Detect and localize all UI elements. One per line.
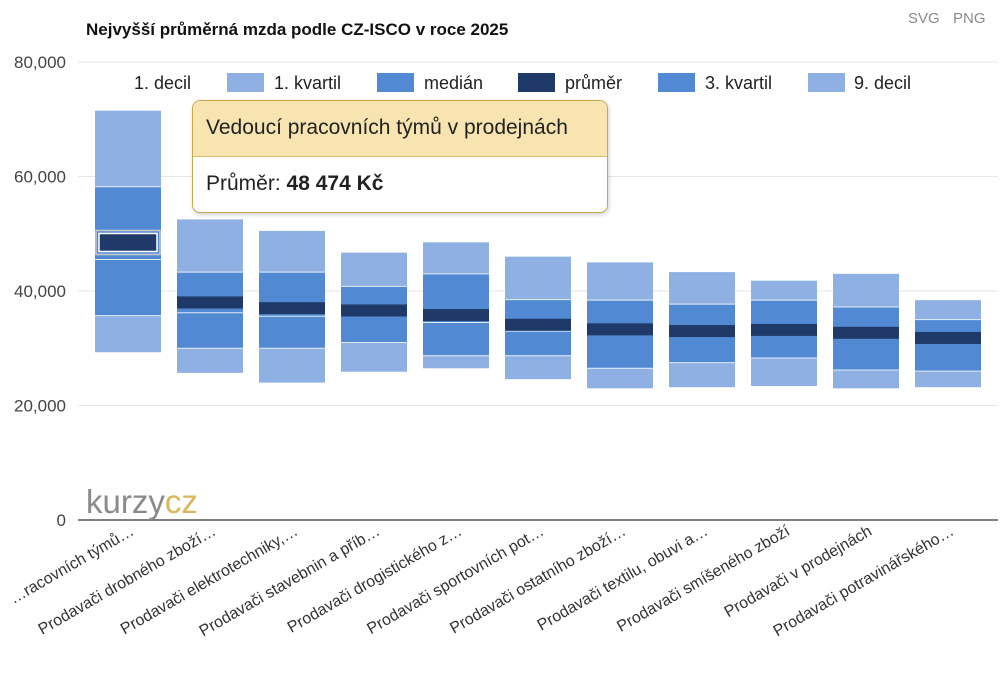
legend-swatch[interactable] [518, 73, 555, 92]
y-tick-label: 20,000 [14, 397, 66, 416]
bar-segment-upper-decile[interactable] [505, 256, 571, 300]
bar-segment-lower-quartile[interactable] [587, 333, 653, 369]
average-marker[interactable] [341, 304, 407, 317]
kurzy-logo: kurzycz [86, 483, 198, 520]
bar-segment-lower-decile[interactable] [505, 355, 571, 380]
bar-segment-lower-quartile[interactable] [423, 322, 489, 356]
tooltip-label: Průměr: [206, 172, 281, 195]
average-highlight-outline [95, 229, 161, 256]
legend-label[interactable]: průměr [565, 73, 622, 93]
bar-segment-upper-decile[interactable] [915, 300, 981, 320]
legend-item[interactable]: 1. kvartil [227, 73, 341, 93]
bar-segment-upper-decile[interactable] [423, 242, 489, 274]
average-marker[interactable] [751, 323, 817, 336]
bar-segment-lower-decile[interactable] [341, 342, 407, 372]
y-tick-label: 0 [57, 511, 66, 530]
bar-group[interactable] [669, 272, 735, 388]
bar-segment-lower-quartile[interactable] [95, 259, 161, 316]
bar-segment-upper-decile[interactable] [341, 252, 407, 287]
bar-group[interactable] [751, 280, 817, 387]
tooltip-title: Vedoucí pracovních týmů v prodejnách [193, 101, 607, 157]
bar-segment-upper-decile[interactable] [751, 280, 817, 301]
bar-segment-lower-quartile[interactable] [259, 316, 325, 349]
tooltip: Vedoucí pracovních týmů v prodejnách Prů… [192, 100, 608, 213]
bar-segment-lower-decile[interactable] [751, 357, 817, 387]
legend-swatch[interactable] [377, 73, 414, 92]
bar-segment-lower-quartile[interactable] [505, 331, 571, 356]
bar-group[interactable] [587, 262, 653, 389]
bar-group[interactable] [177, 219, 243, 373]
logo-part2: cz [165, 483, 198, 520]
tooltip-value: 48 474 Kč [286, 172, 384, 195]
export-png-link[interactable]: PNG [953, 10, 986, 27]
average-marker[interactable] [587, 323, 653, 336]
average-marker[interactable] [833, 326, 899, 339]
y-tick-label: 40,000 [14, 282, 66, 301]
legend-swatch[interactable] [227, 73, 264, 92]
export-svg-link[interactable]: SVG [908, 10, 940, 27]
bar-segment-lower-decile[interactable] [915, 371, 981, 388]
legend-label[interactable]: 1. decil [134, 73, 191, 93]
x-axis: …racovních týmů…Prodavači drobného zboží… [6, 522, 957, 640]
bar-segment-lower-decile[interactable] [177, 348, 243, 373]
average-marker[interactable] [669, 325, 735, 338]
legend-item[interactable]: průměr [518, 73, 622, 93]
bar-group[interactable] [341, 252, 407, 372]
y-axis: 0 20,000 40,000 60,000 80,000 [14, 53, 66, 530]
bar-segment-lower-quartile[interactable] [833, 336, 899, 371]
legend-item[interactable]: 3. kvartil [658, 73, 772, 93]
bar-group[interactable] [95, 110, 161, 353]
bar-group[interactable] [833, 273, 899, 389]
bar-segment-lower-quartile[interactable] [669, 332, 735, 363]
bar-segment-lower-decile[interactable] [669, 362, 735, 388]
category-label: Prodavači v prodejnách [722, 523, 875, 621]
bar-segment-upper-decile[interactable] [669, 272, 735, 305]
legend-item[interactable]: 9. decil [808, 73, 911, 93]
bar-segment-upper-decile[interactable] [177, 219, 243, 273]
chart-title: Nejvyšší průměrná mzda podle CZ-ISCO v r… [86, 20, 508, 39]
legend-label[interactable]: 1. kvartil [274, 73, 341, 93]
legend-label[interactable]: medián [424, 73, 483, 93]
legend-swatch[interactable] [658, 73, 695, 92]
legend-item[interactable]: 1. decil [134, 73, 191, 93]
bar-segment-upper-decile[interactable] [95, 110, 161, 187]
legend: 1. decil 1. kvartil medián průměr 3. kvartil… [134, 73, 911, 93]
bars [95, 110, 981, 389]
average-marker[interactable] [915, 331, 981, 344]
bar-segment-lower-decile[interactable] [259, 348, 325, 383]
logo-part1: kurzy [86, 483, 165, 520]
average-marker[interactable] [423, 309, 489, 322]
bar-segment-lower-quartile[interactable] [341, 314, 407, 343]
average-marker[interactable] [98, 232, 158, 253]
bar-segment-lower-decile[interactable] [587, 368, 653, 389]
legend-label[interactable]: 3. kvartil [705, 73, 772, 93]
y-tick-label: 80,000 [14, 53, 66, 72]
bar-group[interactable] [505, 256, 571, 380]
legend-swatch[interactable] [808, 73, 845, 92]
average-marker[interactable] [505, 318, 571, 331]
bar-segment-upper-decile[interactable] [833, 273, 899, 308]
bar-segment-lower-quartile[interactable] [915, 339, 981, 372]
bar-segment-upper-decile[interactable] [259, 230, 325, 273]
tooltip-body: Průměr: 48 474 Kč [193, 157, 607, 212]
bar-segment-lower-decile[interactable] [95, 315, 161, 353]
bar-group[interactable] [423, 242, 489, 369]
bar-group[interactable] [915, 300, 981, 388]
bar-segment-lower-quartile[interactable] [177, 312, 243, 349]
bar-segment-lower-decile[interactable] [423, 355, 489, 369]
average-marker[interactable] [177, 296, 243, 309]
average-marker[interactable] [259, 302, 325, 315]
y-tick-label: 60,000 [14, 168, 66, 187]
bar-segment-upper-decile[interactable] [587, 262, 653, 301]
bar-group[interactable] [259, 230, 325, 383]
legend-label[interactable]: 9. decil [854, 73, 911, 93]
legend-item[interactable]: medián [377, 73, 483, 93]
bar-segment-lower-decile[interactable] [833, 370, 899, 389]
